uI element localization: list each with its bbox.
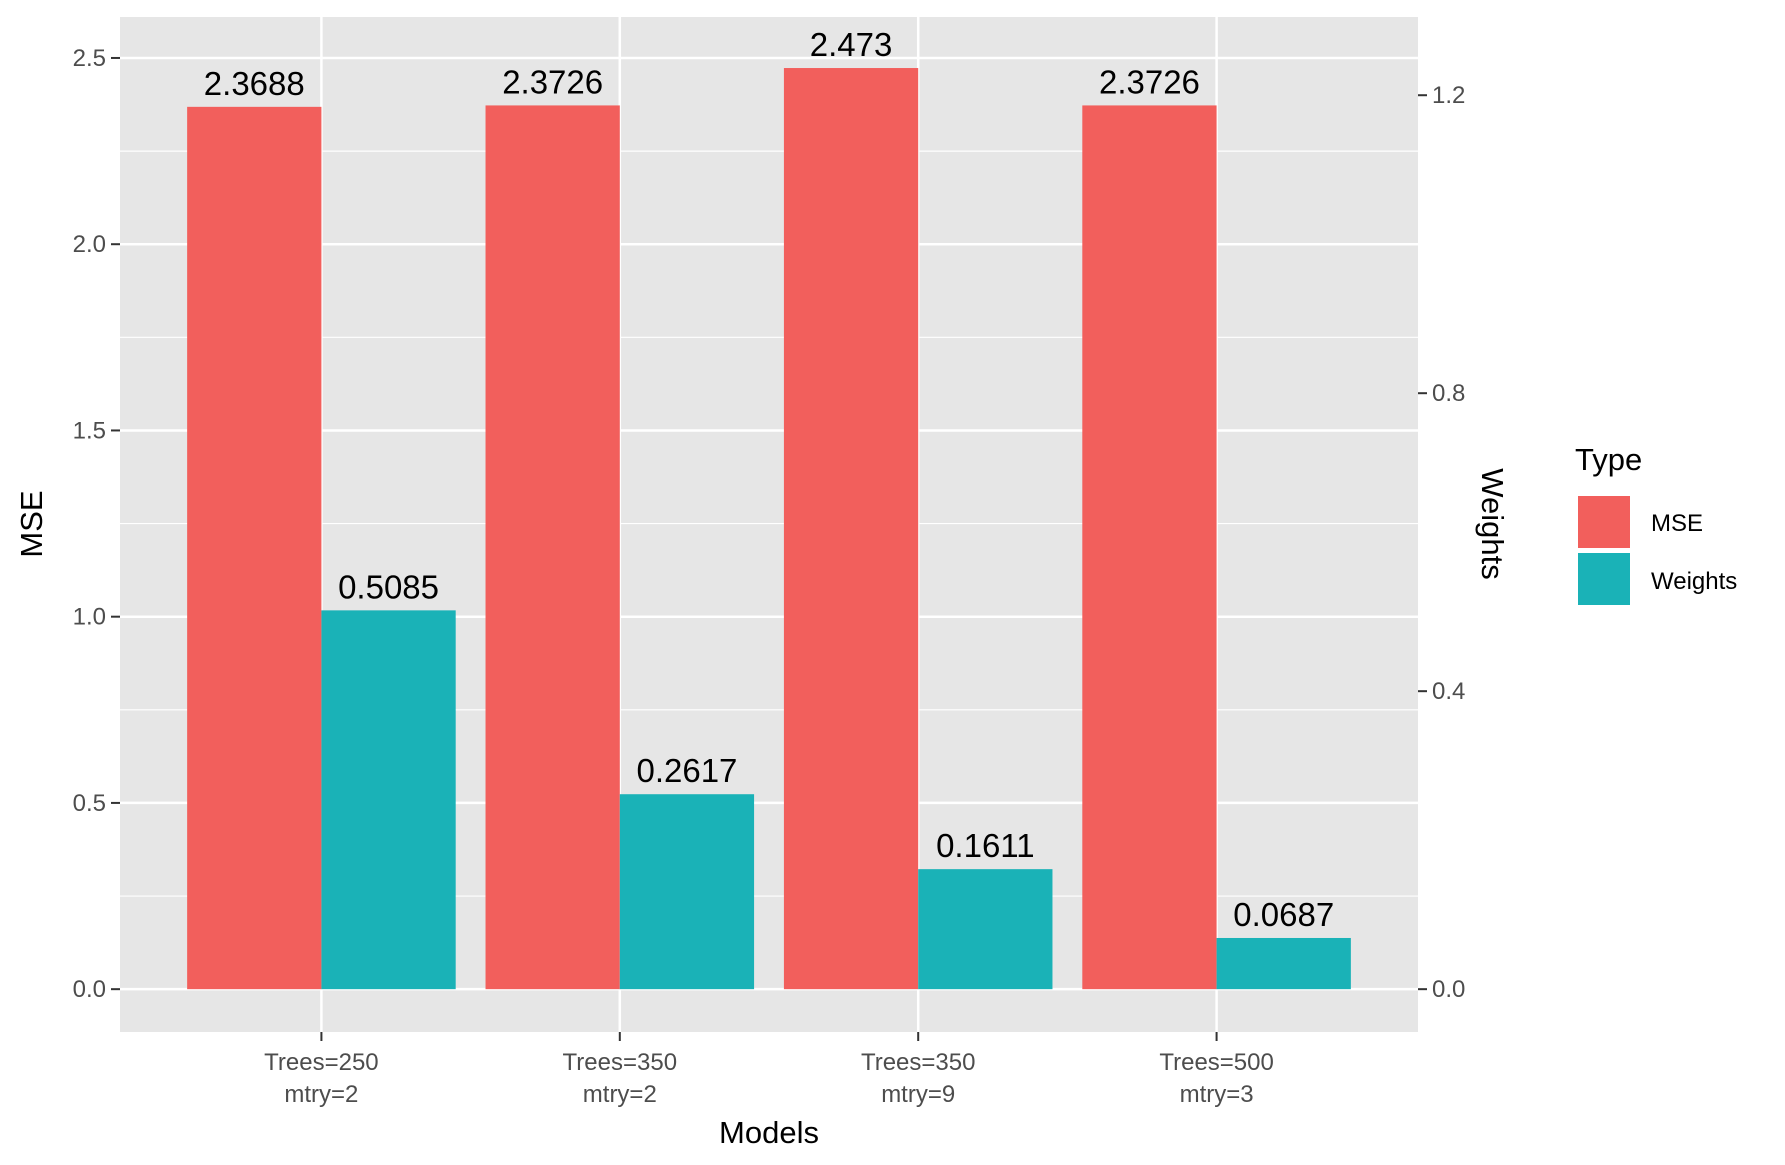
data-label-mse: 2.473 — [810, 26, 893, 63]
y-axis-title: MSE — [14, 490, 49, 557]
x-axis: Trees=250 mtry=2 Trees=350 mtry=2 Trees=350 m… — [264, 1032, 1274, 1108]
bar-weights — [321, 610, 456, 990]
data-label-weights: 0.0687 — [1233, 896, 1334, 933]
y2-tick-label: 1.2 — [1432, 82, 1465, 109]
x-tick-label: mtry=9 — [881, 1081, 955, 1108]
legend-key-weights — [1578, 553, 1630, 605]
y-tick-label: 0.5 — [73, 790, 106, 817]
bar-weights — [1216, 937, 1351, 990]
bar-mse — [187, 106, 322, 990]
y2-axis-title: Weights — [1475, 468, 1510, 579]
left-axis: 0.0 0.5 1.0 1.5 2.0 2.5 — [73, 45, 120, 1003]
y2-tick-label: 0.0 — [1432, 976, 1465, 1003]
y-tick-label: 0.0 — [73, 976, 106, 1003]
data-label-mse: 2.3726 — [1099, 63, 1200, 100]
legend-label-mse: MSE — [1651, 510, 1703, 537]
right-axis: 0.0 0.4 0.8 1.2 — [1418, 82, 1465, 1003]
y2-tick-label: 0.4 — [1432, 678, 1465, 705]
legend-key-mse — [1578, 496, 1630, 548]
x-tick-label: mtry=3 — [1180, 1081, 1254, 1108]
y-tick-label: 1.5 — [73, 417, 106, 444]
legend-label-weights: Weights — [1651, 568, 1737, 595]
x-tick-label: Trees=500 — [1159, 1049, 1274, 1076]
data-labels: 2.3688 2.3726 2.473 2.3726 0.5085 0.2617 0.161… — [204, 26, 1334, 933]
bar-mse — [485, 105, 620, 990]
data-label-weights: 0.1611 — [936, 827, 1034, 864]
x-tick-label: Trees=350 — [563, 1049, 678, 1076]
legend-title: Type — [1575, 442, 1642, 477]
x-axis-title: Models — [719, 1115, 819, 1150]
bars — [187, 68, 1351, 990]
x-tick-label: Trees=350 — [861, 1049, 976, 1076]
bar-weights — [619, 794, 755, 990]
x-tick-label: Trees=250 — [264, 1049, 379, 1076]
y-tick-label: 2.5 — [73, 45, 106, 72]
legend: Type MSE Weights — [1575, 442, 1737, 605]
y-tick-label: 1.0 — [73, 604, 106, 631]
x-tick-label: mtry=2 — [284, 1081, 358, 1108]
y2-tick-label: 0.8 — [1432, 380, 1465, 407]
bar-mse — [783, 68, 919, 990]
data-label-weights: 0.5085 — [338, 568, 439, 605]
bar-mse — [1082, 105, 1217, 990]
data-label-mse: 2.3688 — [204, 65, 305, 102]
data-label-mse: 2.3726 — [502, 63, 603, 100]
data-label-weights: 0.2617 — [636, 752, 737, 789]
y-tick-label: 2.0 — [73, 231, 106, 258]
bar-weights — [918, 869, 1053, 990]
x-tick-label: mtry=2 — [583, 1081, 657, 1108]
